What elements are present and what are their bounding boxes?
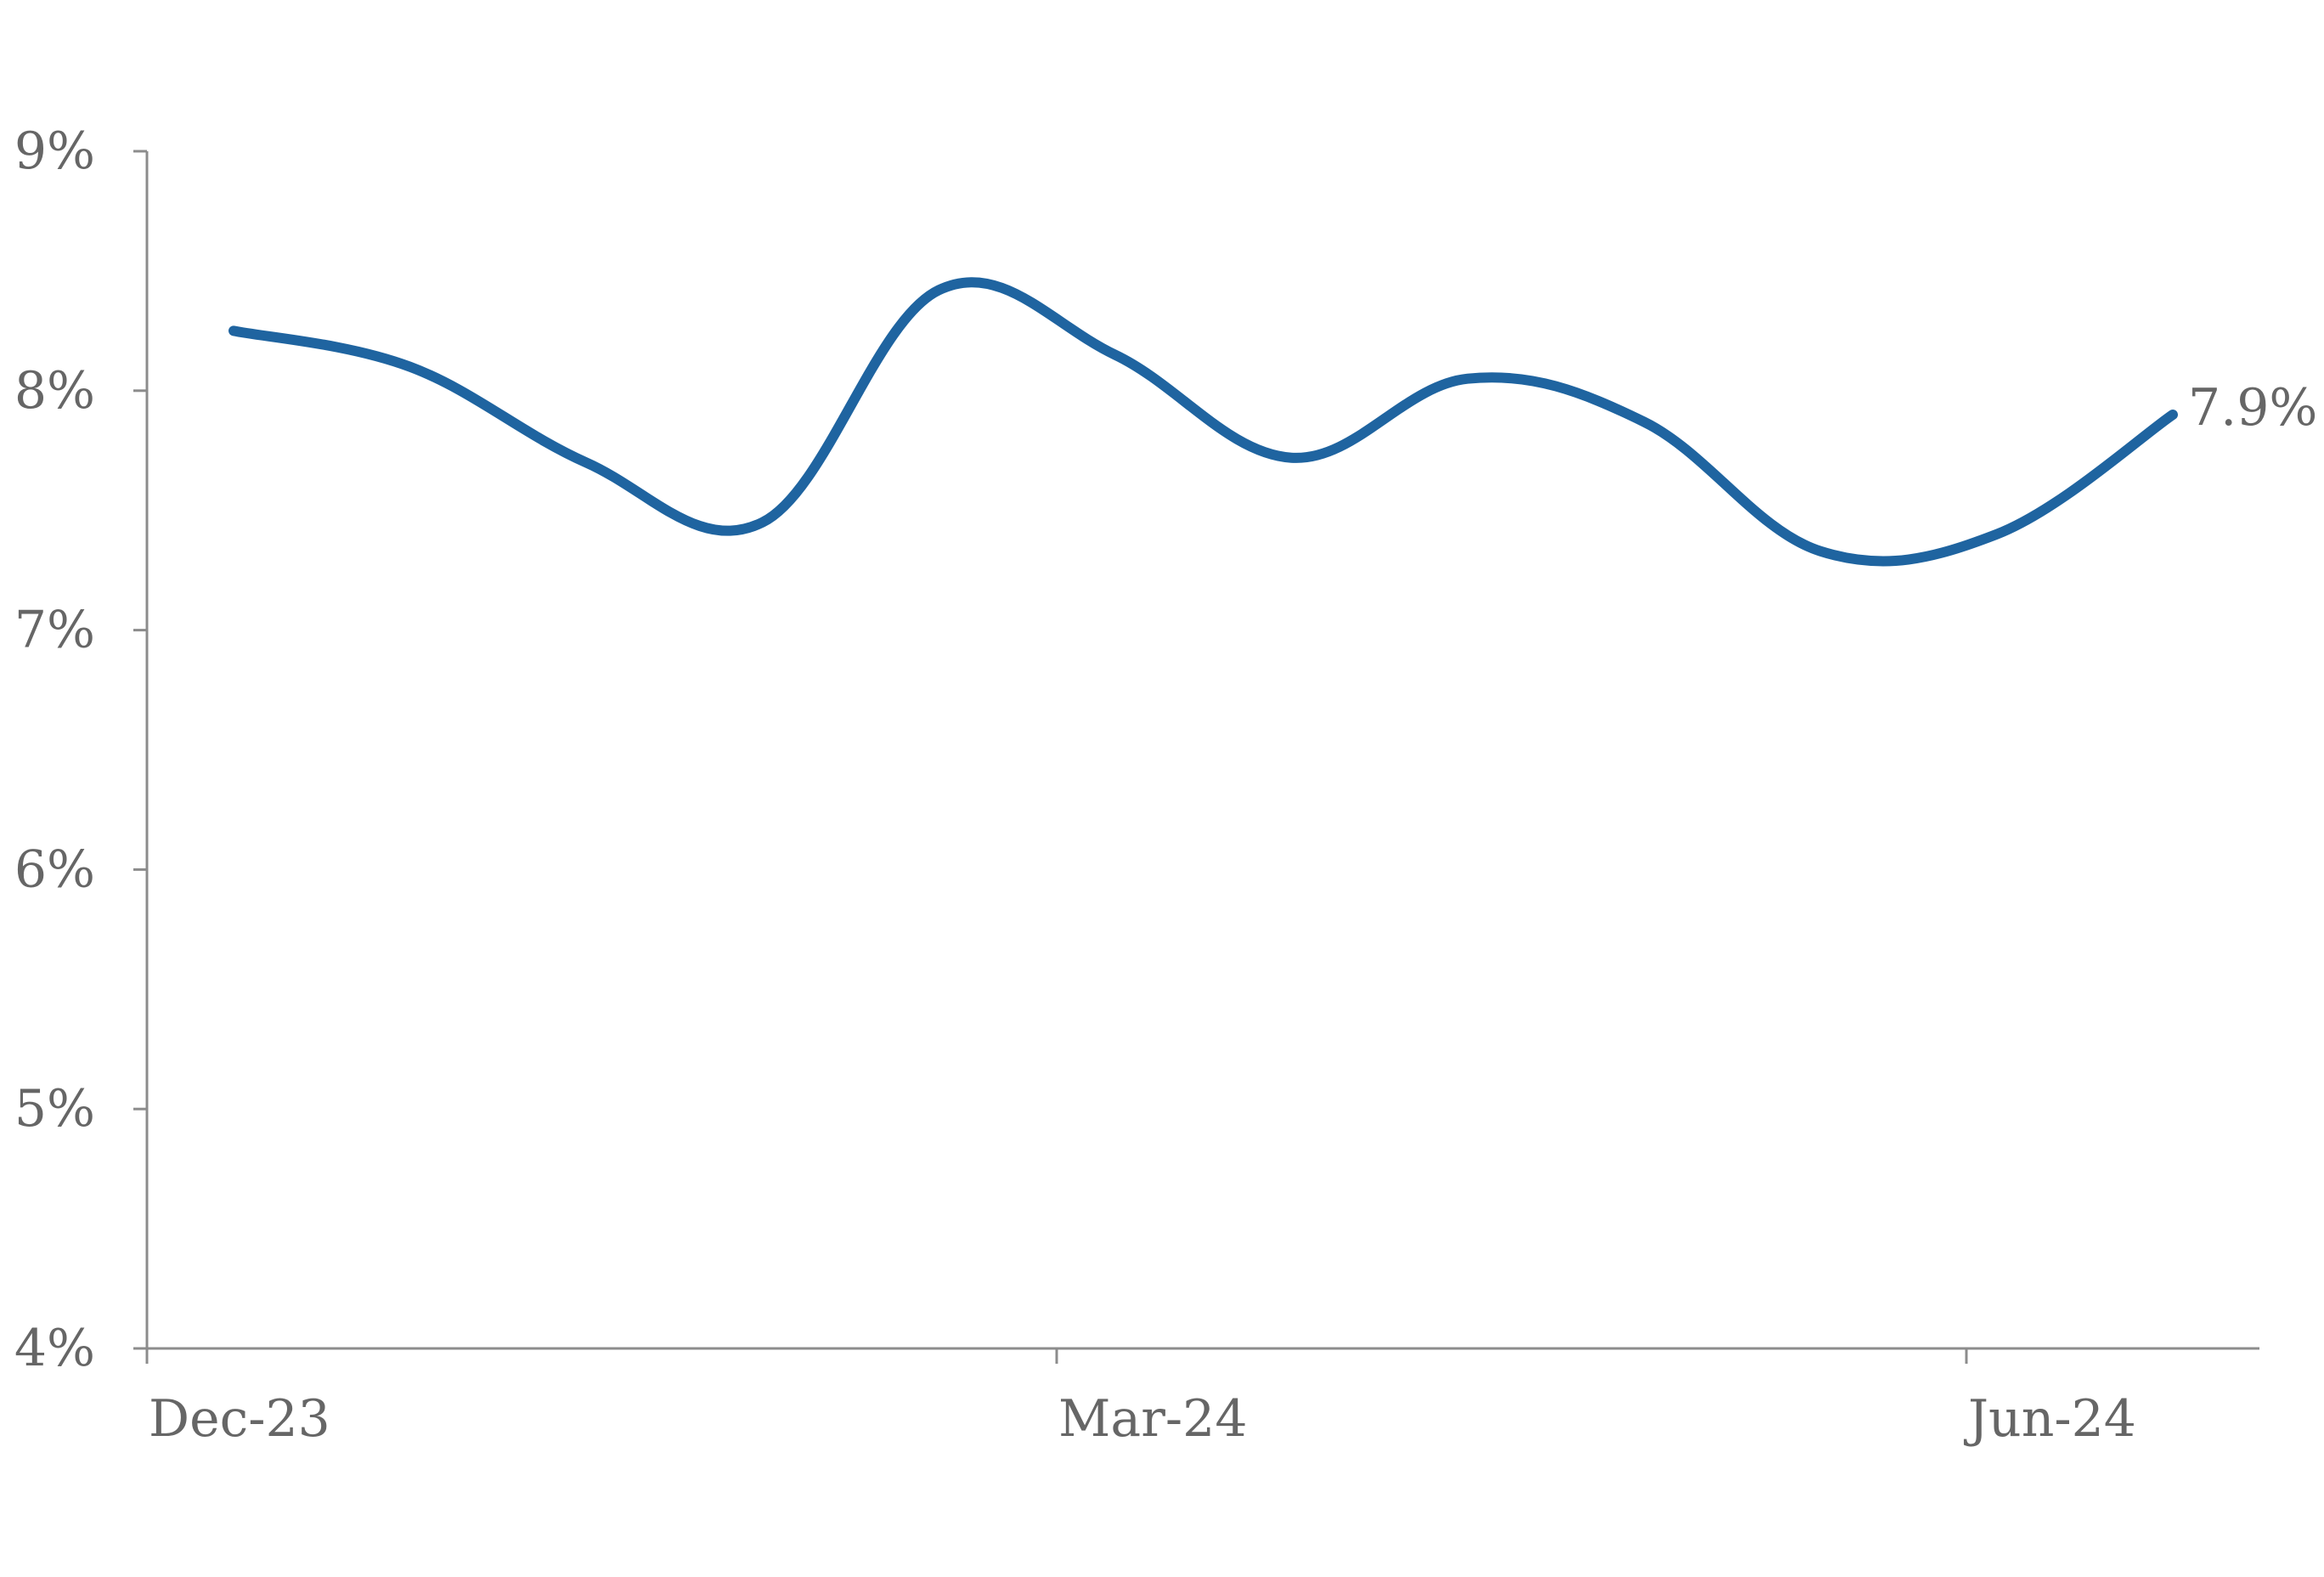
series-line — [228, 277, 2178, 567]
y-axis-tick-labels: 4% 5% 6% 7% 8% 9% — [14, 122, 95, 1378]
x-tick-label: Mar-24 — [1058, 1389, 1248, 1449]
x-tick-label: Dec-23 — [149, 1389, 330, 1449]
y-tick-label: 8% — [14, 361, 95, 421]
y-tick-label: 7% — [14, 601, 95, 660]
data-labels: 7.9% — [2188, 378, 2317, 438]
y-tick-label: 6% — [14, 839, 95, 899]
axes — [133, 150, 2259, 1364]
end-value-label: 7.9% — [2188, 378, 2317, 438]
y-tick-label: 4% — [14, 1319, 95, 1378]
series-group — [228, 277, 2178, 567]
y-tick-label: 5% — [14, 1079, 95, 1139]
x-tick-label: Jun-24 — [1963, 1389, 2136, 1449]
y-tick-label: 9% — [14, 122, 95, 181]
